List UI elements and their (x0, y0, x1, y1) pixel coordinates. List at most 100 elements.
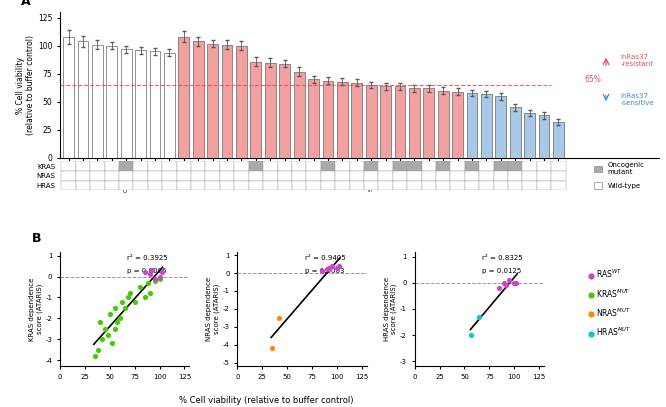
Bar (105, 181, 119, 190)
Bar (337, 82, 348, 158)
Bar (321, 161, 335, 171)
Point (89, 352, 100, 359)
Bar (278, 161, 292, 171)
Bar (265, 63, 276, 158)
Text: r² = 0.3925: r² = 0.3925 (127, 255, 168, 261)
Bar (236, 46, 247, 158)
Bar (176, 171, 191, 181)
Bar (321, 181, 335, 190)
Bar (61, 171, 76, 181)
Bar (105, 161, 119, 171)
Bar (135, 50, 146, 158)
Point (115, 315, 125, 322)
Bar (206, 161, 220, 171)
Bar (422, 181, 436, 190)
Point (332, 265, 342, 271)
Point (509, 280, 519, 286)
Point (93, 346, 103, 353)
Point (99, 326, 110, 332)
Bar (90, 171, 105, 181)
Y-axis label: NRAS dependence
score (ATARiS): NRAS dependence score (ATARiS) (206, 277, 220, 341)
Bar (306, 171, 321, 181)
Text: B: B (31, 232, 41, 245)
Point (324, 265, 334, 271)
Bar (248, 181, 263, 190)
Point (109, 304, 120, 311)
Bar (407, 181, 422, 190)
Bar (107, 46, 117, 158)
Point (125, 290, 135, 297)
Point (119, 304, 130, 311)
Bar (350, 161, 364, 171)
Bar (76, 171, 90, 181)
Bar (364, 181, 378, 190)
Bar (378, 161, 393, 171)
Bar (496, 96, 506, 158)
Bar (524, 113, 535, 158)
Point (499, 280, 509, 286)
Bar (278, 171, 292, 181)
Bar (481, 94, 492, 158)
Point (511, 280, 521, 286)
Bar (436, 181, 450, 190)
Bar (263, 171, 278, 181)
Bar (133, 161, 148, 171)
Bar (465, 181, 480, 190)
Point (322, 266, 332, 273)
Bar (450, 161, 465, 171)
Bar (234, 181, 248, 190)
Bar (480, 181, 494, 190)
Bar (133, 181, 148, 190)
Bar (278, 181, 292, 190)
Bar (508, 161, 522, 171)
Text: 65%: 65% (585, 75, 601, 84)
Bar (163, 171, 176, 181)
Point (97, 336, 107, 342)
Bar (335, 181, 350, 190)
Bar (551, 171, 565, 181)
Point (105, 311, 115, 317)
Bar (494, 161, 508, 171)
Point (501, 282, 511, 289)
Y-axis label: % Cell viability
(relative to buffer control): % Cell viability (relative to buffer con… (15, 35, 35, 135)
Point (111, 319, 122, 326)
Bar (163, 181, 176, 190)
Bar (148, 161, 163, 171)
Bar (191, 161, 206, 171)
Text: p = 0.0006: p = 0.0006 (127, 268, 166, 274)
Bar (380, 86, 391, 158)
Bar (465, 161, 480, 171)
Bar (438, 91, 449, 158)
Bar (335, 161, 350, 171)
Bar (119, 161, 133, 171)
Bar (494, 171, 508, 181)
Point (326, 263, 337, 269)
Y-axis label: HRAS dependence
score (ATARiS): HRAS dependence score (ATARiS) (384, 277, 397, 341)
Point (143, 280, 153, 286)
Bar (366, 85, 376, 158)
Bar (292, 171, 306, 181)
Bar (220, 161, 234, 171)
Bar (394, 86, 406, 158)
Point (466, 332, 477, 338)
Bar (92, 45, 103, 158)
Bar (248, 171, 263, 181)
Text: inRas37
-sensitive: inRas37 -sensitive (621, 93, 654, 106)
Point (147, 267, 157, 274)
Bar (407, 171, 422, 181)
Bar (393, 181, 407, 190)
Bar (452, 92, 463, 158)
Point (129, 298, 140, 305)
Point (155, 274, 165, 280)
Legend: RAS$^{WT}$, KRAS$^{MUT}$, NRAS$^{MUT}$, HRAS$^{MUT}$: RAS$^{WT}$, KRAS$^{MUT}$, NRAS$^{MUT}$, … (585, 265, 634, 341)
Bar (176, 161, 191, 171)
Bar (90, 161, 105, 171)
Bar (220, 171, 234, 181)
Bar (222, 45, 232, 158)
Bar (450, 171, 465, 181)
Point (109, 326, 120, 332)
Bar (191, 171, 206, 181)
Bar (551, 181, 565, 190)
Bar (150, 51, 161, 158)
Point (504, 277, 515, 284)
